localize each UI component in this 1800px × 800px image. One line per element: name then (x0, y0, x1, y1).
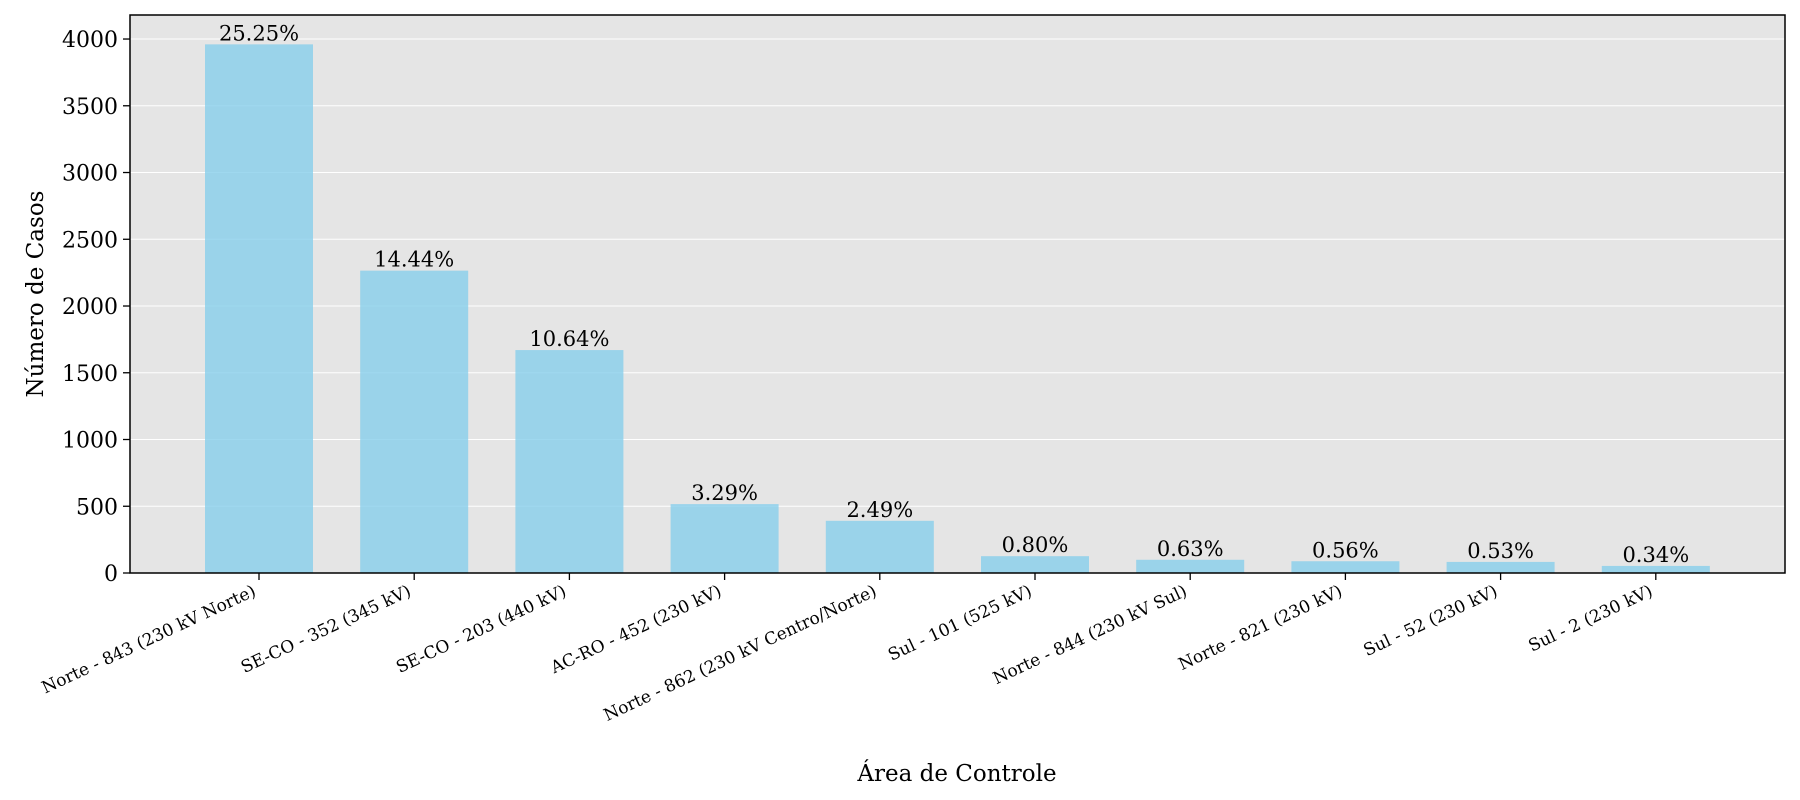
bar-data-label: 10.64% (529, 327, 609, 351)
y-tick-label: 4000 (62, 28, 118, 53)
bar (1291, 561, 1400, 573)
bar (981, 556, 1089, 573)
x-axis-ticks: Norte - 843 (230 kV Norte)SE-CO - 352 (3… (39, 573, 1657, 726)
bars: 25.25% 14.44% 10.64% 3.29% 2.49% 0.80% 0.63% 0.… (205, 21, 1710, 574)
bar (205, 44, 313, 574)
bar-data-label: 0.63% (1157, 537, 1224, 561)
y-tick-label: 2000 (62, 295, 118, 320)
y-tick-label: 3000 (62, 162, 118, 187)
bar-data-label: 0.80% (1002, 533, 1069, 557)
bar (825, 520, 934, 573)
x-tick-label: Sul - 101 (525 kV) (885, 581, 1035, 665)
bar-data-label: 0.34% (1622, 543, 1689, 567)
bar (1136, 559, 1245, 573)
bar (1601, 565, 1710, 573)
y-tick-label: 3500 (62, 95, 118, 120)
x-tick-label: SE-CO - 203 (440 kV) (393, 581, 569, 677)
bar (1446, 561, 1555, 573)
y-tick-label: 2500 (62, 228, 118, 253)
y-tick-label: 500 (76, 495, 118, 520)
x-tick-label: SE-CO - 352 (345 kV) (238, 581, 414, 677)
plot-frame (129, 14, 1786, 574)
y-tick-label: 0 (104, 562, 118, 587)
bar-data-label: 0.56% (1312, 538, 1379, 562)
y-tick-label: 1500 (62, 362, 118, 387)
x-tick-label: Norte - 843 (230 kV Norte) (39, 581, 259, 698)
bar (515, 350, 624, 573)
bar (360, 270, 469, 573)
bar-data-label: 0.53% (1467, 539, 1534, 563)
y-tick-label: 1000 (62, 429, 118, 454)
x-tick-label: Norte - 862 (230 kV Centro/Norte) (601, 581, 880, 725)
bar-data-label: 3.29% (691, 481, 758, 505)
bar-data-label: 2.49% (846, 498, 913, 522)
x-axis-title: Área de Controle (856, 760, 1056, 787)
x-tick-label: Sul - 52 (230 kV) (1361, 581, 1501, 661)
y-axis-ticks: 0 500 1000 1500 2000 2500 3000 3500 4000 (62, 28, 130, 587)
y-axis-title: Número de Casos (23, 191, 49, 398)
bar-data-label: 14.44% (374, 248, 454, 272)
bar (670, 504, 779, 573)
x-tick-label: Sul - 2 (230 kV) (1526, 581, 1656, 656)
x-tick-label: Norte - 821 (230 kV) (1176, 581, 1346, 674)
bar-data-label: 25.25% (219, 21, 299, 45)
